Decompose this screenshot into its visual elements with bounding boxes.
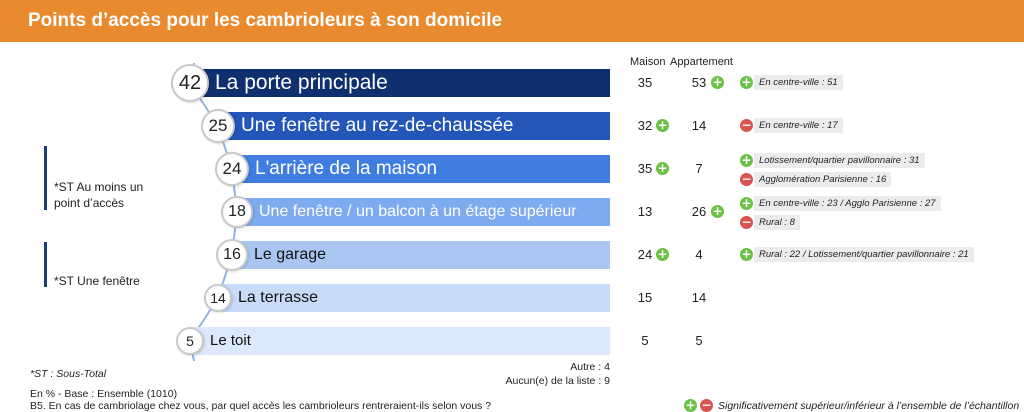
- bar-label-3: L'arrière de la maison: [255, 158, 438, 180]
- maison-value-2: 32: [637, 118, 653, 133]
- note-text-4-1: En centre-ville : 23 / Agglo Parisienne …: [754, 196, 941, 211]
- footer-autre: Autre : 4: [570, 361, 610, 373]
- page-title: Points d’accès pour les cambrioleurs à s…: [28, 10, 503, 31]
- note-minus-icon-3-2: −: [740, 172, 753, 186]
- bar-label-1: La porte principale: [215, 70, 388, 94]
- appartement-value-7: 5: [695, 333, 703, 348]
- bar-label-5: Le garage: [254, 245, 327, 263]
- bar-6: [222, 284, 610, 312]
- bar-label-2: Une fenêtre au rez-de-chaussée: [241, 115, 514, 137]
- footer-st-note: *ST : Sous-Total: [30, 368, 107, 380]
- maison-value-5: 24: [637, 247, 653, 262]
- note-plus-icon-1-1: +: [740, 75, 753, 89]
- value-circle-1: 42: [171, 64, 209, 102]
- maison-value-4: 13: [637, 204, 653, 219]
- footer-question: B5. En cas de cambriolage chez vous, par…: [30, 400, 492, 412]
- column-header-maison: Maison: [630, 56, 666, 68]
- bar-label-4: Une fenêtre / un balcon à un étage supér…: [259, 202, 577, 220]
- value-circle-4: 18: [221, 196, 253, 228]
- note-plus-icon-4-1: +: [740, 196, 753, 210]
- appartement-plus-icon-4: +: [711, 204, 724, 218]
- note-text-3-1: Lotissement/quartier pavillonnaire : 31: [754, 153, 925, 168]
- note-text-3-2: Agglomération Parisienne : 16: [754, 172, 892, 187]
- subtotal-bar-2: [44, 242, 47, 287]
- subtotal-bar-1: [44, 146, 47, 210]
- bar-label-7: Le toit: [210, 332, 251, 350]
- bar-4: [241, 198, 610, 226]
- bar-2: [222, 112, 610, 140]
- note-text-4-2: Rural : 8: [754, 215, 800, 230]
- bar-7: [194, 327, 610, 355]
- footer-legend: Significativement supérieur/inférieur à …: [718, 400, 1020, 412]
- legend-plus-icon: +: [684, 398, 697, 412]
- maison-plus-icon-5: +: [656, 247, 669, 261]
- value-circle-7: 5: [176, 327, 204, 355]
- bar-5: [236, 241, 610, 269]
- maison-value-3: 35: [637, 161, 653, 176]
- note-plus-icon-5-1: +: [740, 247, 753, 261]
- appartement-value-2: 14: [691, 118, 707, 133]
- maison-value-1: 35: [637, 75, 653, 90]
- appartement-plus-icon-1: +: [711, 75, 724, 89]
- appartement-value-1: 53: [691, 75, 707, 90]
- note-text-1-1: En centre-ville : 51: [754, 75, 843, 90]
- note-text-2-1: En centre-ville : 17: [754, 118, 843, 133]
- value-circle-3: 24: [215, 152, 249, 186]
- subtotal-label-1: *ST Au moins un point d’accès: [54, 180, 144, 210]
- footer-aucun: Aucun(e) de la liste : 9: [505, 375, 610, 387]
- subtotal-label-2: *ST Une fenêtre: [54, 274, 140, 288]
- column-header-appartement: Appartement: [670, 56, 733, 68]
- value-circle-5: 16: [216, 239, 248, 271]
- appartement-value-5: 4: [695, 247, 703, 262]
- bar-1: [194, 69, 610, 97]
- maison-plus-icon-2: +: [656, 118, 669, 132]
- note-minus-icon-2-1: −: [740, 118, 753, 132]
- footer-base: En % - Base : Ensemble (1010): [30, 388, 178, 400]
- appartement-value-4: 26: [691, 204, 707, 219]
- maison-value-7: 5: [641, 333, 649, 348]
- appartement-value-6: 14: [691, 290, 707, 305]
- note-text-5-1: Rural : 22 / Lotissement/quartier pavill…: [754, 247, 974, 262]
- bar-label-6: La terrasse: [238, 288, 319, 306]
- appartement-value-3: 7: [695, 161, 703, 176]
- legend-minus-icon: −: [700, 398, 713, 412]
- note-plus-icon-3-1: +: [740, 153, 753, 167]
- value-circle-2: 25: [201, 109, 235, 143]
- value-circle-6: 14: [204, 284, 232, 312]
- title-bar: Points d’accès pour les cambrioleurs à s…: [0, 0, 1024, 42]
- bar-3: [236, 155, 610, 183]
- maison-value-6: 15: [637, 290, 653, 305]
- maison-plus-icon-3: +: [656, 161, 669, 175]
- note-minus-icon-4-2: −: [740, 215, 753, 229]
